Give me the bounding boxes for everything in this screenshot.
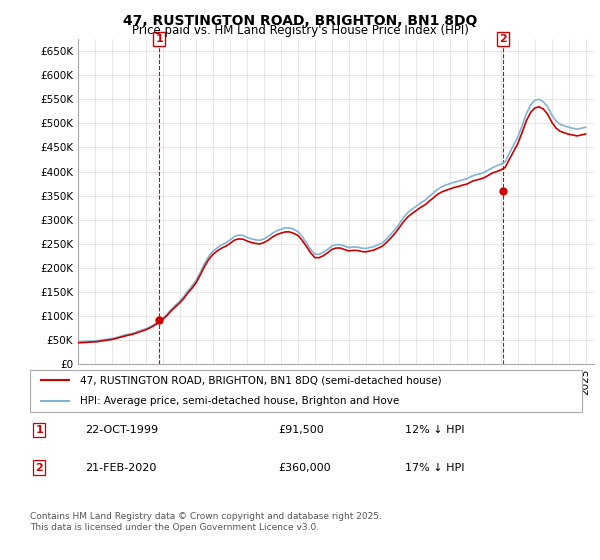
Text: 17% ↓ HPI: 17% ↓ HPI bbox=[406, 463, 465, 473]
Text: 12% ↓ HPI: 12% ↓ HPI bbox=[406, 425, 465, 435]
Text: 47, RUSTINGTON ROAD, BRIGHTON, BN1 8DQ (semi-detached house): 47, RUSTINGTON ROAD, BRIGHTON, BN1 8DQ (… bbox=[80, 375, 442, 385]
Text: Contains HM Land Registry data © Crown copyright and database right 2025.
This d: Contains HM Land Registry data © Crown c… bbox=[30, 512, 382, 532]
Text: 1: 1 bbox=[35, 425, 43, 435]
Text: £360,000: £360,000 bbox=[278, 463, 331, 473]
Text: 1: 1 bbox=[155, 34, 163, 44]
Text: £91,500: £91,500 bbox=[278, 425, 324, 435]
Text: 2: 2 bbox=[499, 34, 507, 44]
Text: 2: 2 bbox=[35, 463, 43, 473]
FancyBboxPatch shape bbox=[30, 370, 582, 412]
Text: 21-FEB-2020: 21-FEB-2020 bbox=[85, 463, 157, 473]
Text: HPI: Average price, semi-detached house, Brighton and Hove: HPI: Average price, semi-detached house,… bbox=[80, 396, 399, 406]
Text: 47, RUSTINGTON ROAD, BRIGHTON, BN1 8DQ: 47, RUSTINGTON ROAD, BRIGHTON, BN1 8DQ bbox=[123, 14, 477, 28]
Text: 22-OCT-1999: 22-OCT-1999 bbox=[85, 425, 158, 435]
Text: Price paid vs. HM Land Registry's House Price Index (HPI): Price paid vs. HM Land Registry's House … bbox=[131, 24, 469, 36]
